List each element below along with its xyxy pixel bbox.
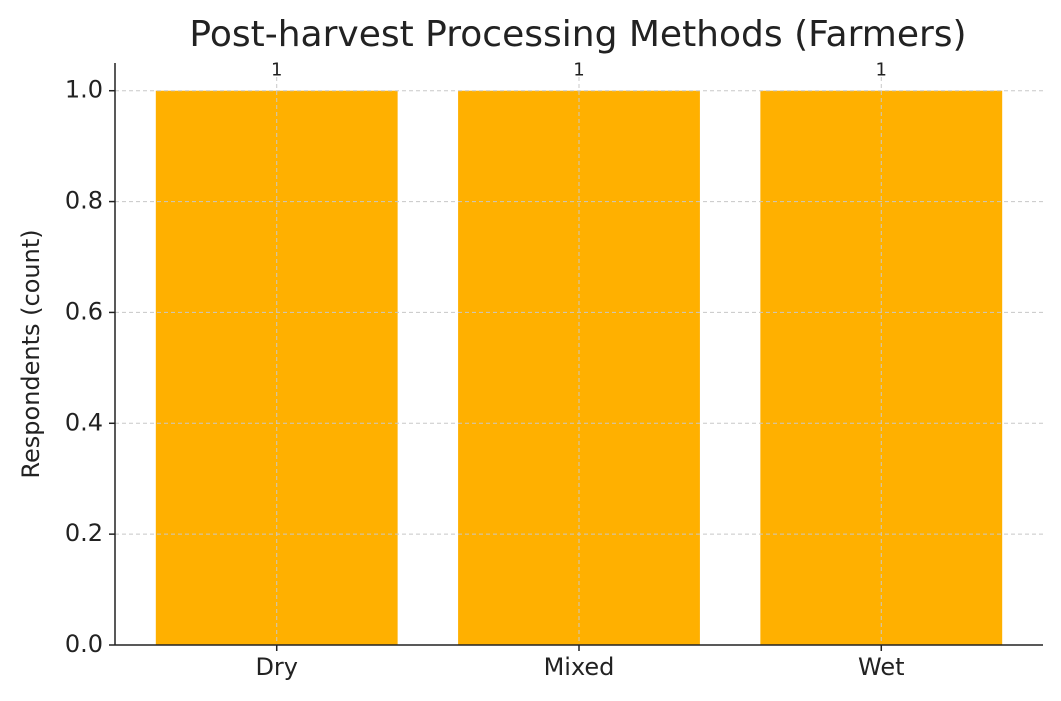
y-tick-label: 0.6 [65, 297, 103, 325]
y-tick-label: 0.4 [65, 408, 103, 436]
x-tick-label: Dry [255, 653, 298, 681]
data-label: 1 [271, 60, 282, 81]
y-tick-label: 1.0 [65, 76, 103, 104]
data-label: 1 [573, 60, 584, 81]
y-axis-label: Respondents (count) [17, 229, 45, 478]
chart-title: Post-harvest Processing Methods (Farmers… [189, 14, 966, 55]
data-label: 1 [876, 60, 887, 81]
y-tick-label: 0.8 [65, 187, 103, 215]
x-tick-label: Wet [858, 653, 905, 681]
y-tick-label: 0.0 [65, 630, 103, 658]
x-tick-label: Mixed [544, 653, 615, 681]
y-tick-label: 0.2 [65, 519, 103, 547]
